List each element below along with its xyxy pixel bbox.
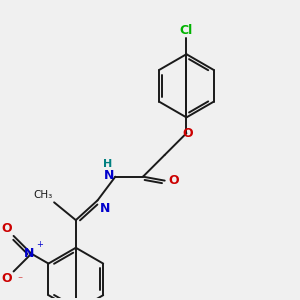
Text: O: O xyxy=(1,222,12,235)
Text: N: N xyxy=(104,169,114,182)
Text: H: H xyxy=(103,159,112,169)
Text: O: O xyxy=(1,272,12,286)
Text: O: O xyxy=(169,174,179,187)
Text: CH₃: CH₃ xyxy=(33,190,52,200)
Text: N: N xyxy=(24,247,34,260)
Text: ⁻: ⁻ xyxy=(17,275,23,285)
Text: N: N xyxy=(100,202,110,215)
Text: Cl: Cl xyxy=(180,24,193,38)
Text: O: O xyxy=(182,127,193,140)
Text: +: + xyxy=(36,240,43,249)
